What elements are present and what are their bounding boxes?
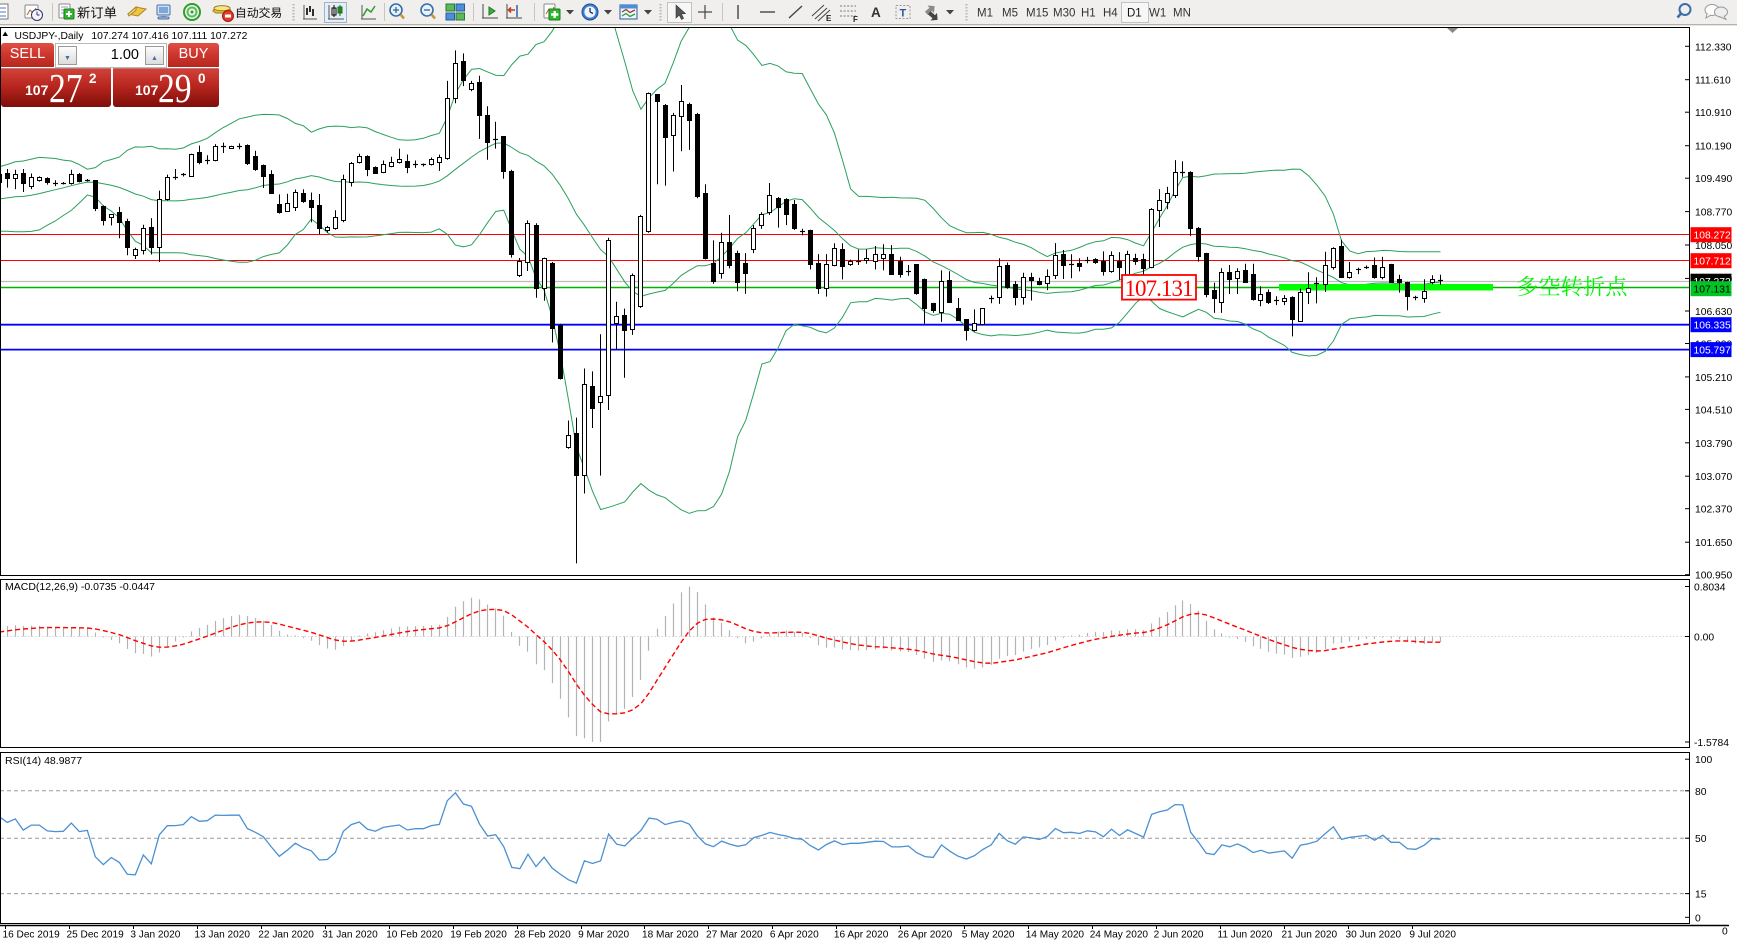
svg-text:16 Dec 2019: 16 Dec 2019 <box>3 930 61 941</box>
svg-text:31 Jan 2020: 31 Jan 2020 <box>322 930 378 941</box>
svg-text:30 Jun 2020: 30 Jun 2020 <box>1346 930 1402 941</box>
svg-text:22 Jan 2020: 22 Jan 2020 <box>258 930 314 941</box>
svg-text:0.8034: 0.8034 <box>1694 583 1726 594</box>
svg-text:16 Apr 2020: 16 Apr 2020 <box>834 930 889 941</box>
svg-text:0: 0 <box>1722 927 1728 938</box>
svg-text:-1.5784: -1.5784 <box>1694 738 1729 749</box>
svg-text:0.00: 0.00 <box>1694 633 1714 644</box>
svg-text:2 Jun 2020: 2 Jun 2020 <box>1154 930 1204 941</box>
svg-text:M5: M5 <box>1002 8 1018 20</box>
svg-text:M30: M30 <box>1053 8 1075 20</box>
svg-text:USDJPY-,Daily 107.274 107.416: USDJPY-,Daily 107.274 107.416 107.111 10… <box>15 31 248 42</box>
svg-text:103.070: 103.070 <box>1695 472 1732 483</box>
svg-text:101.650: 101.650 <box>1695 538 1732 549</box>
svg-text:A: A <box>871 5 881 20</box>
svg-text:13 Jan 2020: 13 Jan 2020 <box>194 930 250 941</box>
svg-text:106.335: 106.335 <box>1694 321 1731 332</box>
svg-text:MN: MN <box>1173 8 1191 20</box>
svg-text:107.712: 107.712 <box>1694 257 1731 268</box>
svg-text:T: T <box>900 8 907 20</box>
svg-text:9 Mar 2020: 9 Mar 2020 <box>578 930 629 941</box>
svg-text:107.131: 107.131 <box>1694 285 1731 296</box>
svg-text:MACD(12,26,9) -0.0735 -0.0447: MACD(12,26,9) -0.0735 -0.0447 <box>5 581 155 593</box>
svg-text:80: 80 <box>1695 787 1707 798</box>
svg-text:104.510: 104.510 <box>1695 405 1732 416</box>
svg-text:RSI(14) 48.9877: RSI(14) 48.9877 <box>5 755 82 767</box>
svg-text:110.190: 110.190 <box>1695 142 1732 153</box>
svg-text:102.370: 102.370 <box>1695 505 1732 516</box>
svg-text:25 Dec 2019: 25 Dec 2019 <box>67 930 125 941</box>
svg-text:18 Mar 2020: 18 Mar 2020 <box>642 930 699 941</box>
svg-text:F: F <box>853 15 858 24</box>
svg-text:E: E <box>826 14 832 23</box>
svg-text:103.790: 103.790 <box>1695 439 1732 450</box>
svg-text:H1: H1 <box>1081 8 1096 20</box>
svg-text:24 May 2020: 24 May 2020 <box>1090 930 1149 941</box>
svg-text:112.330: 112.330 <box>1695 42 1732 53</box>
svg-text:108.272: 108.272 <box>1694 231 1731 242</box>
svg-text:3 Jan 2020: 3 Jan 2020 <box>130 930 180 941</box>
svg-text:100.950: 100.950 <box>1695 571 1732 582</box>
svg-text:5 May 2020: 5 May 2020 <box>962 930 1015 941</box>
svg-text:D1: D1 <box>1127 8 1142 20</box>
svg-text:M1: M1 <box>977 8 993 20</box>
svg-text:21 Jun 2020: 21 Jun 2020 <box>1282 930 1338 941</box>
svg-text:M15: M15 <box>1026 8 1048 20</box>
svg-text:19 Feb 2020: 19 Feb 2020 <box>450 930 507 941</box>
svg-text:6 Apr 2020: 6 Apr 2020 <box>770 930 819 941</box>
svg-text:109.490: 109.490 <box>1695 174 1732 185</box>
svg-text:10 Feb 2020: 10 Feb 2020 <box>386 930 443 941</box>
svg-text:11 Jun 2020: 11 Jun 2020 <box>1218 930 1273 941</box>
svg-text:27 Mar 2020: 27 Mar 2020 <box>706 930 763 941</box>
svg-text:106.630: 106.630 <box>1695 307 1732 318</box>
svg-text:28 Feb 2020: 28 Feb 2020 <box>514 930 571 941</box>
svg-text:14 May 2020: 14 May 2020 <box>1026 930 1085 941</box>
svg-text:9 Jul 2020: 9 Jul 2020 <box>1409 930 1456 941</box>
svg-text:26 Apr 2020: 26 Apr 2020 <box>898 930 953 941</box>
svg-text:H4: H4 <box>1103 8 1118 20</box>
svg-text:50: 50 <box>1695 834 1707 845</box>
svg-text:105.797: 105.797 <box>1694 345 1731 356</box>
svg-text:107.131: 107.131 <box>1125 276 1194 301</box>
svg-text:111.610: 111.610 <box>1695 76 1731 87</box>
svg-text:108.050: 108.050 <box>1695 241 1732 252</box>
svg-text:105.210: 105.210 <box>1695 373 1732 384</box>
svg-text:15: 15 <box>1695 890 1707 901</box>
svg-text:108.770: 108.770 <box>1695 208 1732 219</box>
svg-text:110.910: 110.910 <box>1695 108 1732 119</box>
svg-text:100: 100 <box>1695 755 1712 766</box>
svg-text:W1: W1 <box>1149 8 1166 20</box>
svg-text:0: 0 <box>1695 913 1701 924</box>
